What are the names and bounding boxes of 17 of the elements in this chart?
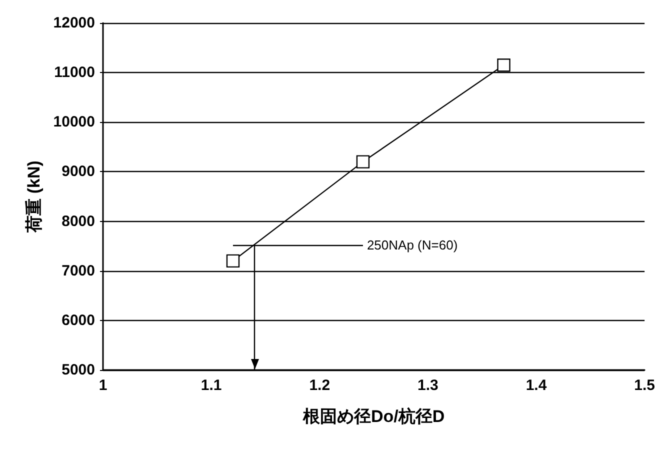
annotation: 250NAp (N=60) — [366, 238, 458, 253]
y-tick-label: 5000 — [62, 362, 95, 378]
x-axis-title: 根固め径Do/杭径D — [302, 407, 445, 426]
y-tick-label: 10000 — [53, 114, 95, 131]
x-tick-label: 1 — [98, 377, 108, 394]
x-tick-label: 1.4 — [526, 377, 548, 394]
x-tick-label: 1.3 — [418, 377, 438, 394]
x-tick-label: 1.1 — [200, 377, 222, 394]
y-tick-label: 11000 — [54, 64, 95, 82]
y-axis-title: 荷重 (kN) — [24, 160, 44, 234]
x-tick-label: 1.5 — [634, 377, 656, 394]
y-tick-label: 12000 — [53, 14, 95, 32]
y-tick-label: 6000 — [62, 312, 95, 329]
x-tick-label: 1.2 — [309, 377, 330, 394]
y-tick-label: 8000 — [62, 212, 95, 230]
y-tick-label: 7000 — [62, 262, 95, 280]
y-tick-label: 9000 — [62, 163, 95, 180]
